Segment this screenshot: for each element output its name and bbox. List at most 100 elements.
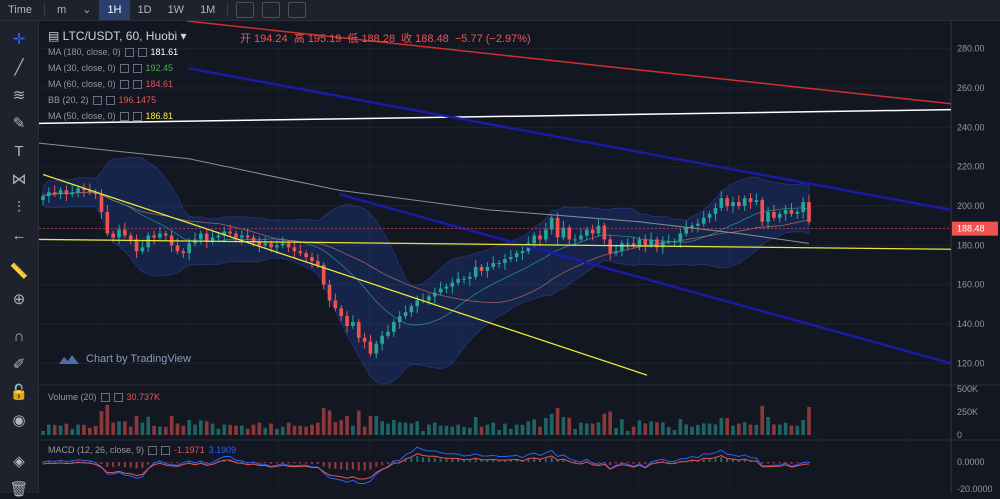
legend-ma30[interactable]: MA (30, close, 0) 192.45 [48, 63, 173, 73]
eye-icon[interactable] [119, 63, 129, 73]
volume-bar [123, 421, 127, 435]
macd-histogram-bar [153, 462, 156, 463]
volume-bar [620, 419, 624, 435]
trendline-icon[interactable]: ╱ [14, 59, 24, 76]
volume-bar [666, 427, 671, 435]
volume-bar [643, 423, 648, 435]
legend-ma180[interactable]: MA (180, close, 0) 181.61 [48, 47, 178, 57]
volume-bar [222, 424, 227, 435]
macd-histogram-bar [626, 462, 629, 463]
lock-icon[interactable]: 🔓 [9, 384, 29, 401]
close-icon[interactable] [105, 95, 115, 105]
volume-bar [163, 426, 168, 435]
magnet-icon[interactable]: ∩ [13, 327, 25, 345]
trash-icon[interactable]: 🗑 [9, 481, 29, 498]
eye-icon[interactable] [100, 392, 110, 402]
ruler-icon[interactable]: 📏 [9, 263, 29, 280]
pencil-lock-icon[interactable]: ✐ [12, 356, 26, 373]
macd-histogram-bar [772, 462, 775, 464]
volume-bar [661, 422, 665, 435]
prediction-icon[interactable]: ⫶ [17, 198, 21, 216]
legend-bb[interactable]: BB (20, 2) 196.1475 [48, 95, 156, 105]
interval-1w[interactable]: 1W [167, 4, 185, 16]
chevron-down-icon[interactable]: ⌄ [82, 4, 92, 16]
candle [789, 209, 794, 214]
price-chart-svg[interactable]: 120.00 140.00 160.00 180.00 200.00 220.00 240.… [38, 20, 1000, 494]
layers-icon[interactable]: ◈ [13, 453, 25, 470]
volume-bar [199, 420, 203, 435]
eye-icon[interactable] [119, 111, 129, 121]
text-icon[interactable]: T [14, 142, 24, 160]
pattern-icon[interactable]: ⋈ [11, 171, 27, 188]
legend-name: MA (180, close, 0) [48, 47, 121, 57]
settings-icon[interactable] [288, 2, 307, 18]
interval-1d[interactable]: 1D [137, 4, 152, 16]
legend-macd[interactable]: MACD (12, 26, close, 9) -1.1971 3.1909 [48, 445, 236, 455]
tradingview-watermark[interactable]: Chart by TradingView [58, 352, 191, 366]
volume-bar [345, 416, 349, 435]
channel-upper-line [188, 67, 952, 212]
eye-icon[interactable] [124, 47, 134, 57]
macd-histogram-bar [790, 462, 793, 464]
candle [368, 341, 373, 354]
high-value: 195.19 [307, 33, 342, 45]
volume-bar [245, 428, 250, 435]
indicators-icon[interactable] [262, 2, 281, 18]
close-icon[interactable] [113, 392, 123, 402]
candle [152, 235, 156, 238]
zoom-in-icon[interactable]: ⊕ [12, 291, 26, 308]
fib-icon[interactable]: ≋ [12, 87, 26, 104]
candle [70, 192, 75, 195]
back-arrow-icon[interactable]: ← [11, 226, 27, 244]
legend-ma50[interactable]: MA (50, close, 0) 186.81 [48, 111, 173, 121]
brush-icon[interactable]: ✎ [12, 115, 26, 132]
close-icon[interactable] [161, 445, 171, 455]
chart-type-icon[interactable] [236, 2, 255, 18]
volume-bar [696, 424, 700, 435]
volume-bar [380, 421, 384, 435]
macd-histogram-bar [305, 462, 308, 464]
close-icon[interactable] [132, 111, 142, 121]
macd-histogram-bar [544, 458, 547, 462]
macd-histogram-bar [158, 461, 161, 463]
candle [199, 233, 203, 240]
macd-histogram-bar [340, 462, 343, 470]
eye-icon[interactable] [92, 95, 102, 105]
macd-histogram-bar [229, 459, 232, 462]
volume-bar [561, 417, 566, 435]
volume-bar [672, 430, 677, 435]
candle [310, 257, 314, 262]
candle [748, 198, 753, 203]
interval-1m[interactable]: 1M [200, 4, 216, 16]
candle [573, 239, 577, 241]
symbol-title[interactable]: ▤ LTC/USDT, 60, Huobi ▾ [48, 29, 187, 43]
macd-histogram-bar [42, 462, 44, 463]
volume-bar [193, 424, 197, 435]
close-icon[interactable] [132, 79, 142, 89]
legend-value: -1.1971 [174, 445, 205, 455]
candle [696, 223, 700, 226]
eye-icon[interactable] [148, 445, 158, 455]
eye-icon[interactable]: ◉ [12, 412, 26, 429]
minutes-interval-dropdown[interactable]: m [57, 4, 67, 16]
volume-bar [409, 423, 414, 435]
interval-1h[interactable]: 1H [99, 0, 130, 20]
low-value: 188.28 [361, 33, 396, 45]
close-icon[interactable] [137, 47, 147, 57]
crosshair-icon[interactable]: ✛ [12, 31, 26, 48]
ohlc-readout: 开 194.24 高 195.19 低 188.28 收 188.48 −5.77 (−… [240, 30, 534, 46]
macd-histogram-bar [375, 462, 378, 467]
close-icon[interactable] [132, 63, 142, 73]
macd-histogram-bar [550, 457, 553, 462]
chart-area[interactable]: 120.00 140.00 160.00 180.00 200.00 220.00 240.… [38, 20, 1000, 494]
price-axis [951, 21, 1000, 493]
candle [140, 247, 145, 252]
volume-bar [111, 422, 115, 435]
legend-ma60[interactable]: MA (60, close, 0) 184.61 [48, 79, 173, 89]
candle [731, 202, 735, 206]
bollinger-band [42, 156, 810, 385]
eye-icon[interactable] [119, 79, 129, 89]
candle [427, 296, 431, 301]
candle [187, 243, 191, 254]
legend-volume[interactable]: Volume (20) 30.737K [48, 392, 160, 402]
